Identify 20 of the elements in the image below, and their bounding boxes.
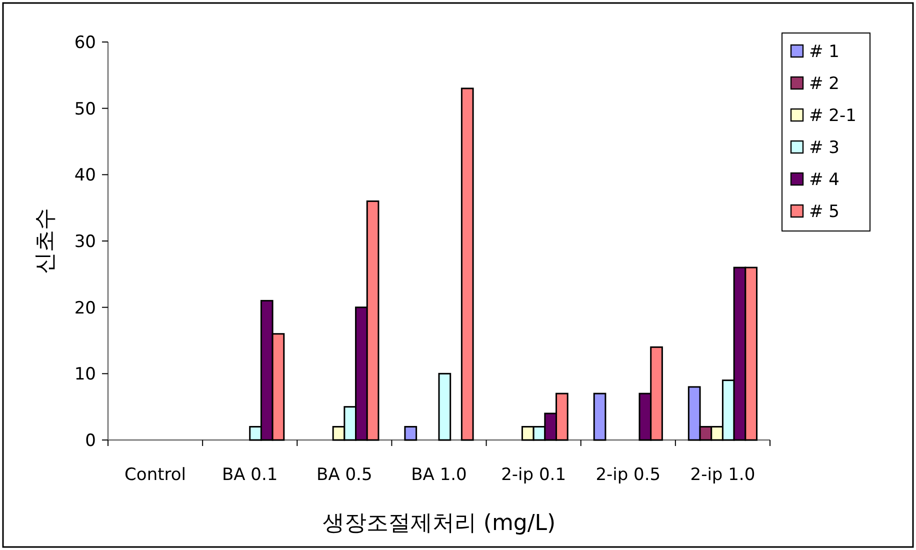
x-tick-label: 2-ip 0.1: [501, 465, 566, 485]
legend-label: # 2: [809, 74, 840, 94]
x-tick-label: Control: [124, 465, 186, 485]
y-axis-title: 신초수: [33, 208, 58, 274]
bar: [404, 426, 418, 441]
bar: [593, 392, 606, 441]
bar: [438, 372, 452, 441]
x-tick-label: 2-ip 1.0: [690, 465, 756, 485]
legend-label: # 3: [809, 138, 840, 158]
bar: [688, 386, 701, 441]
legend-label: # 4: [809, 170, 840, 190]
x-tick-label: 2-ip 0.5: [596, 465, 661, 485]
legend-label: # 2-1: [809, 106, 856, 126]
x-axis-title: 생장조절제처리 (mg/L): [322, 511, 556, 536]
legend-label: # 5: [809, 202, 840, 222]
x-tick-label: BA 1.0: [411, 465, 467, 485]
x-tick-label: BA 0.5: [316, 465, 372, 485]
legend-label: # 1: [809, 42, 840, 62]
bar: [460, 88, 474, 441]
x-tick-label: BA 0.1: [222, 465, 278, 485]
